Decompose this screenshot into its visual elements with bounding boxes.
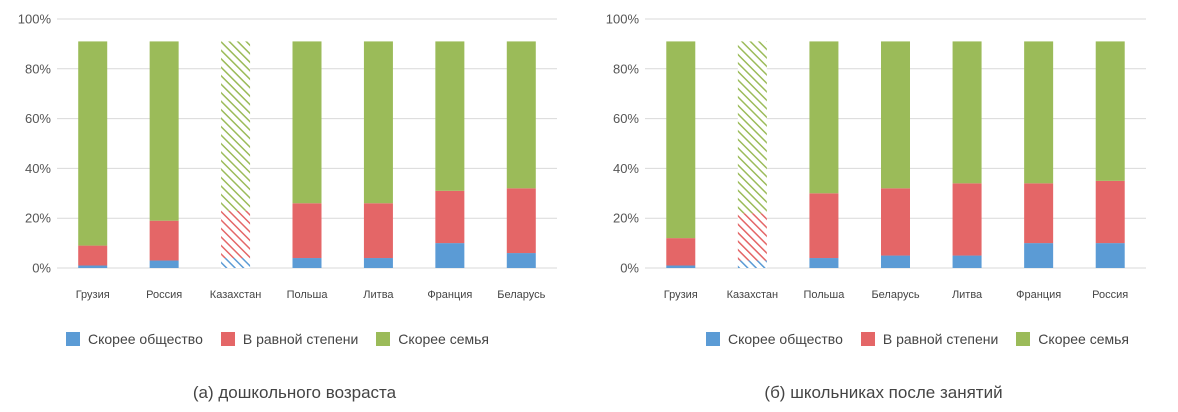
bar-скорее-общество-россия — [149, 260, 179, 268]
bar-скорее-семья-франция — [435, 41, 465, 191]
x-tick-label: Польша — [287, 289, 329, 301]
x-tick-label: Россия — [146, 289, 182, 301]
y-tick-label: 60% — [25, 111, 51, 126]
bar-скорее-семья-россия — [1095, 41, 1125, 181]
legend-item-equal: В равной степени — [220, 331, 359, 347]
bar-скорее-семья-франция — [1024, 41, 1054, 184]
bar-скорее-семья-беларусь — [881, 41, 910, 189]
legend-label-family: Скорее семья — [398, 331, 490, 347]
bar-в-равной-степени-казахстан — [221, 210, 251, 259]
bar-скорее-семья-польша — [292, 41, 322, 204]
bar-скорее-общество-грузия — [666, 265, 696, 268]
legend-swatch-equal — [860, 332, 875, 346]
bar-скорее-семья-польша — [809, 41, 839, 194]
legend-swatch-equal — [220, 332, 235, 346]
legend-b: Скорее общество В равной степени Скорее … — [706, 330, 1147, 348]
bar-в-равной-степени-литва — [363, 203, 393, 259]
legend-label-family: Скорее семья — [1038, 331, 1130, 347]
legend-item-society: Скорее общество — [706, 331, 843, 347]
legend-swatch-society — [706, 332, 720, 346]
bar-скорее-семья-россия — [149, 41, 179, 221]
bar-скорее-семья-казахстан — [221, 41, 251, 211]
legend-swatch-family — [376, 332, 391, 346]
chart-panel-a: 0% 20% 40% 60% 80% 100% Грузия Россия Казахстан П… — [18, 12, 557, 402]
x-tick-label: Грузия — [664, 289, 698, 301]
bar-скорее-общество-литва — [363, 258, 393, 268]
y-tick-label: 80% — [613, 61, 639, 76]
bar-в-равной-степени-польша — [809, 193, 839, 259]
x-tick-label: Беларусь — [871, 289, 919, 301]
bar-скорее-общество-беларусь — [881, 255, 910, 268]
bar-в-равной-степени-франция — [435, 190, 465, 244]
legend-label-society: Скорее общество — [88, 331, 203, 347]
legend-item-family: Скорее семья — [1016, 331, 1129, 347]
x-tick-label: Франция — [1016, 289, 1061, 301]
chart-a: 0% 20% 40% 60% 80% 100% Грузия Россия Казахстан П… — [18, 12, 557, 301]
legend-item-equal: В равной степени — [860, 331, 999, 347]
bar-в-равной-степени-беларусь — [506, 188, 536, 254]
bar-скорее-общество-литва — [952, 255, 982, 268]
y-tick-label: 100% — [18, 12, 52, 27]
x-tick-label: Грузия — [76, 289, 110, 301]
caption-b: (б) школьниках после занятий — [764, 383, 1003, 402]
bar-в-равной-степени-литва — [952, 183, 982, 256]
x-tick-label: Казахстан — [210, 289, 262, 301]
bar-скорее-общество-казахстан — [221, 258, 251, 268]
bar-скорее-семья-грузия — [666, 41, 696, 239]
x-tick-label: Казахстан — [727, 289, 779, 301]
x-tick-label: Польша — [803, 289, 845, 301]
chart-b: 0% 20% 40% 60% 80% 100% Грузия Казахстан Польша Б… — [606, 12, 1146, 301]
y-tick-label: 60% — [613, 111, 639, 126]
bar-в-равной-степени-франция — [1024, 183, 1054, 244]
y-tick-label: 40% — [25, 161, 51, 176]
bar-скорее-общество-польша — [292, 258, 322, 268]
bar-в-равной-степени-россия — [1095, 180, 1125, 244]
bar-в-равной-степени-беларусь — [881, 188, 910, 256]
bar-скорее-общество-польша — [809, 258, 839, 268]
bar-скорее-семья-литва — [363, 41, 393, 204]
legend-item-family: Скорее семья — [376, 331, 489, 347]
legend-label-equal: В равной степени — [882, 331, 999, 347]
legend-a: Скорее общество В равной степени Скорее … — [66, 330, 507, 348]
y-tick-label: 20% — [613, 211, 639, 226]
y-tick-label: 0% — [32, 261, 51, 276]
bar-в-равной-степени-грузия — [78, 245, 108, 266]
bar-скорее-семья-беларусь — [506, 41, 536, 189]
y-tick-label: 20% — [25, 211, 51, 226]
caption-a: (а) дошкольного возраста — [192, 383, 397, 402]
bar-скорее-общество-казахстан — [737, 260, 767, 268]
bar-скорее-общество-беларусь — [506, 253, 536, 268]
bar-скорее-общество-грузия — [78, 265, 108, 268]
chart-panel-b: 0% 20% 40% 60% 80% 100% Грузия Казахстан Польша Б… — [589, 0, 1178, 412]
legend-swatch-family — [1016, 332, 1031, 346]
y-tick-label: 80% — [25, 61, 51, 76]
x-tick-label: Беларусь — [497, 289, 545, 301]
legend-label-society: Скорее общество — [728, 331, 843, 347]
legend-swatch-society — [66, 332, 80, 346]
bar-в-равной-степени-польша — [292, 203, 322, 259]
bar-скорее-семья-литва — [952, 41, 982, 184]
y-tick-label: 100% — [606, 12, 640, 27]
x-tick-label: Россия — [1092, 289, 1128, 301]
bar-скорее-семья-грузия — [78, 41, 108, 246]
legend-item-society: Скорее общество — [66, 331, 203, 347]
x-tick-label: Литва — [952, 289, 983, 301]
legend-label-equal: В равной степени — [242, 331, 359, 347]
y-tick-label: 0% — [620, 261, 639, 276]
bar-в-равной-степени-казахстан — [737, 213, 767, 261]
bar-скорее-общество-россия — [1095, 243, 1125, 268]
x-tick-label: Литва — [363, 289, 394, 301]
bar-в-равной-степени-грузия — [666, 238, 696, 266]
bar-в-равной-степени-россия — [149, 220, 179, 261]
bar-скорее-общество-франция — [435, 243, 465, 268]
bar-скорее-общество-франция — [1024, 243, 1054, 268]
y-tick-label: 40% — [613, 161, 639, 176]
x-tick-label: Франция — [427, 289, 472, 301]
bar-скорее-семья-казахстан — [737, 41, 767, 214]
